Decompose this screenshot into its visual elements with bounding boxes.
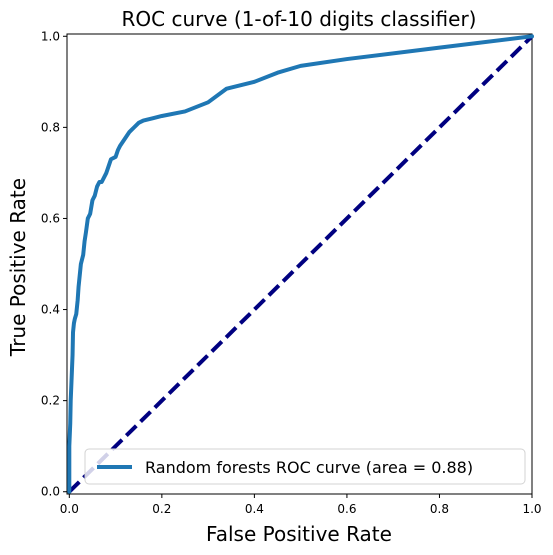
x-axis-title: False Positive Rate [206,522,392,546]
y-tick-label: 0.2 [41,394,60,408]
x-tick-label: 1.0 [522,502,541,516]
legend-label: Random forests ROC curve (area = 0.88) [145,458,473,477]
x-tick-label: 0.8 [430,502,449,516]
legend: Random forests ROC curve (area = 0.88) [85,449,525,484]
y-tick-label: 0.8 [41,120,60,134]
plot-area: 0.0 0.2 0.4 0.6 0.8 1.0 0.0 0.2 0.4 0.6 0.8 1.0 [41,29,542,516]
x-tick-label: 0.2 [152,502,171,516]
x-tick-label: 0.6 [337,502,356,516]
x-tick-label: 0.0 [60,502,79,516]
y-tick-label: 0.4 [41,303,60,317]
y-tick-label: 1.0 [41,29,60,43]
y-tick-label: 0.6 [41,211,60,225]
x-tick-label: 0.4 [245,502,264,516]
chart-title: ROC curve (1-of-10 digits classifier) [122,7,477,31]
y-tick-label: 0.0 [41,485,60,499]
y-axis-title: True Positive Rate [6,178,30,357]
